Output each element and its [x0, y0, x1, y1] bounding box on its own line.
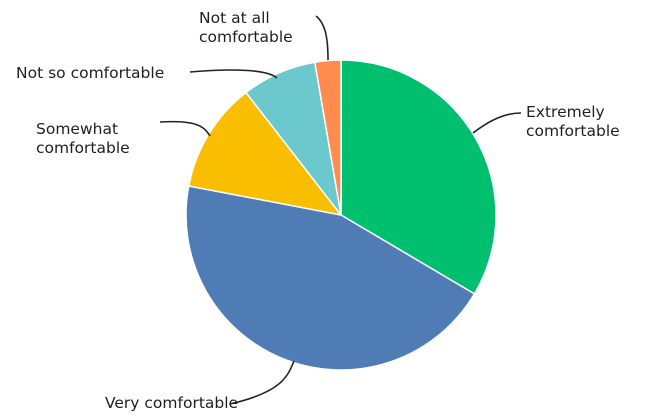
label-not-so-comfortable: Not so comfortable: [16, 64, 164, 82]
label-extremely-comfortable: Extremely comfortable: [526, 103, 620, 140]
leader-not-so-comfortable: [189, 69, 278, 79]
slice-not-at-all-comfortable: [313, 59, 342, 216]
slice-extremely-comfortable: [340, 59, 497, 295]
label-not-at-all-comfortable: Not at all comfortable: [199, 9, 293, 46]
label-very-comfortable: Very comfortable: [105, 394, 238, 412]
leader-not-at-all-comfortable: [315, 15, 329, 61]
label-somewhat-comfortable: Somewhat comfortable: [36, 120, 130, 157]
pie-slices: [185, 59, 497, 371]
leader-lines: [159, 15, 522, 405]
slice-very-comfortable: [185, 185, 476, 371]
leader-somewhat-comfortable: [159, 120, 211, 137]
leader-extremely-comfortable: [472, 112, 522, 134]
slice-labels: Extremely comfortable Very comfortable Some…: [16, 9, 620, 412]
leader-very-comfortable: [229, 360, 295, 405]
